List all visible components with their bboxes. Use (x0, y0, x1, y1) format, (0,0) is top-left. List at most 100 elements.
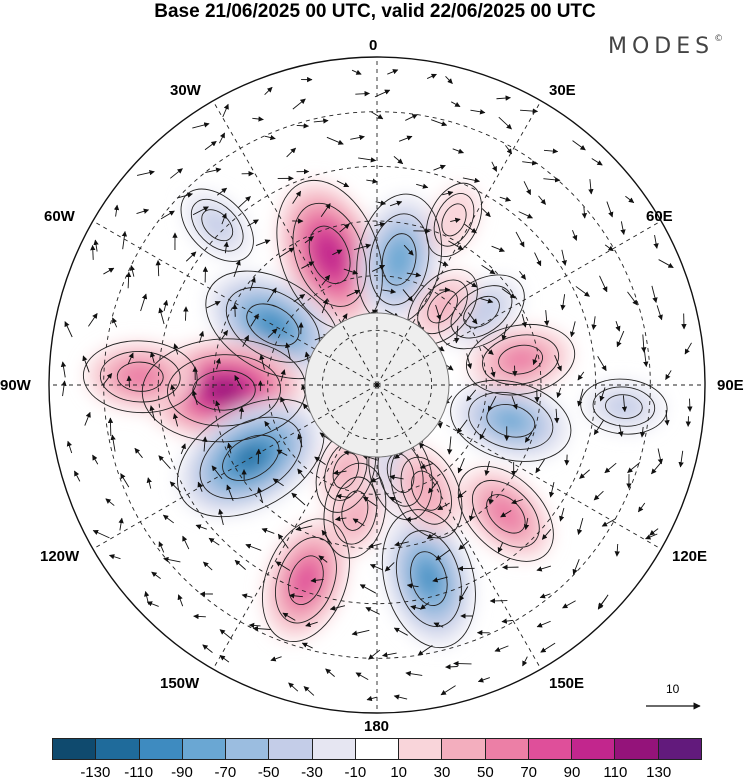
wind-arrow (267, 328, 278, 338)
colorbar-tick-label: -10 (344, 764, 367, 781)
wind-arrow (296, 123, 310, 129)
wind-arrow (197, 481, 203, 492)
wind-arrow (219, 132, 225, 144)
wind-arrow (625, 195, 635, 203)
wind-arrow (581, 206, 588, 219)
wind-arrow (406, 583, 419, 589)
wind-arrow (310, 577, 324, 584)
streamline (180, 188, 254, 262)
lon-label-180: 180 (364, 718, 390, 735)
wind-arrow (339, 223, 350, 233)
wind-arrow (577, 371, 585, 381)
wind-arrow (208, 537, 220, 546)
wind-arrow (371, 264, 386, 272)
wind-arrow (277, 533, 289, 549)
wind-arrow (198, 330, 205, 343)
wind-arrow (450, 217, 461, 223)
wind-arrow (162, 299, 169, 312)
wind-arrow (435, 304, 442, 321)
wind-arrow (355, 672, 369, 680)
wind-arrow (219, 629, 233, 640)
wind-arrow (405, 114, 418, 121)
wind-arrow (440, 685, 456, 696)
wind-arrow (226, 442, 233, 454)
colorbar-swatch (528, 739, 573, 759)
wind-arrow (350, 134, 365, 141)
wind-arrow (226, 484, 234, 501)
wind-arrow (204, 140, 217, 151)
wind-arrow (684, 342, 692, 355)
wind-arrow (118, 517, 124, 531)
meridian-line (376, 384, 542, 670)
wind-arrow (304, 236, 314, 244)
wind-arrow (572, 558, 580, 575)
wind-arrow (481, 264, 496, 275)
wind-arrow (163, 556, 181, 563)
streamline (288, 555, 324, 605)
streamline (427, 290, 458, 324)
streamline (433, 193, 475, 247)
wind-arrow (215, 357, 221, 370)
streamline (116, 361, 164, 392)
wind-arrow (454, 325, 460, 344)
wind-arrow (499, 196, 512, 202)
wind-arrow (541, 529, 552, 540)
wind-arrow (477, 677, 490, 683)
streamline (381, 509, 476, 649)
wind-arrow (259, 354, 265, 370)
wind-arrow (593, 490, 604, 501)
wind-arrow (238, 196, 251, 208)
streamline (82, 340, 198, 414)
wind-arrow (370, 477, 380, 483)
wind-arrow (335, 493, 351, 500)
wind-arrow (519, 270, 526, 280)
wind-arrow (426, 532, 437, 540)
wind-arrow (140, 293, 148, 312)
wind-arrow (252, 625, 271, 632)
reference-vector: 10 (640, 682, 710, 716)
colorbar-tick-label: -50 (257, 764, 280, 781)
streamline (190, 198, 244, 252)
wind-arrow (329, 605, 346, 611)
wind-arrow (314, 456, 326, 466)
wind-arrow (467, 312, 478, 325)
wind-arrow (653, 234, 659, 249)
wind-arrow (242, 334, 249, 347)
map-boundary (48, 56, 706, 714)
meridian-line (376, 100, 542, 386)
wind-arrow (185, 251, 197, 262)
wind-arrow (479, 428, 487, 440)
meridian-line (92, 384, 378, 550)
wind-arrow (458, 540, 470, 550)
wind-arrow (406, 272, 422, 278)
streamline (482, 334, 560, 385)
streamline (400, 456, 452, 525)
wind-arrow (577, 388, 584, 407)
wind-arrow (288, 593, 303, 599)
lon-label-120w: 120W (40, 548, 80, 565)
wind-arrow (433, 164, 446, 171)
negative-anomaly-region (385, 238, 413, 281)
wind-arrow (641, 334, 647, 353)
wind-arrow (368, 649, 381, 660)
wind-arrow (359, 584, 377, 594)
wind-arrow (543, 177, 561, 183)
wind-arrow (481, 208, 491, 218)
wind-arrow (93, 239, 99, 252)
streamline (450, 285, 513, 339)
wind-anomaly-field (85, 181, 664, 646)
wind-arrow (616, 330, 625, 348)
wind-arrow (480, 298, 494, 304)
wind-arrow (370, 111, 384, 120)
latitude-circle (267, 275, 487, 495)
wind-arrow (393, 627, 408, 636)
wind-arrow (352, 518, 365, 527)
brand-mark: © (714, 34, 724, 44)
colorbar-swatch (53, 739, 97, 759)
wind-arrow (136, 170, 155, 176)
wind-arrow (60, 361, 67, 378)
wind-arrow (234, 375, 243, 390)
colorbar-tick-label: 30 (433, 764, 451, 781)
wind-arrow (419, 463, 433, 469)
wind-arrow (522, 656, 528, 667)
